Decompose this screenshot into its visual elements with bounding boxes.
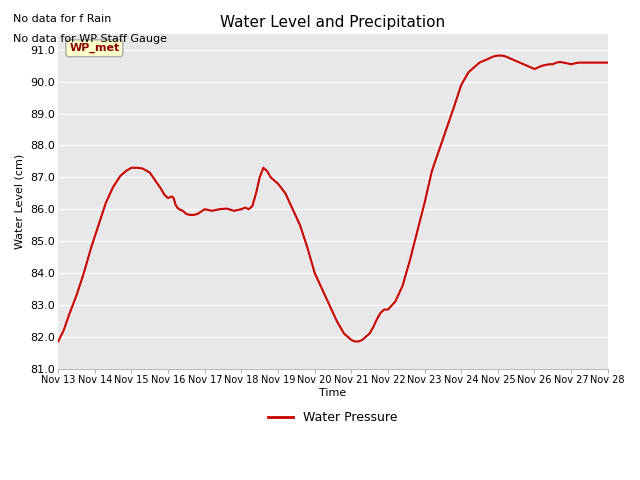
Y-axis label: Water Level (cm): Water Level (cm) [15, 154, 25, 249]
Title: Water Level and Precipitation: Water Level and Precipitation [220, 15, 445, 30]
X-axis label: Time: Time [319, 388, 347, 398]
Text: No data for WP Staff Gauge: No data for WP Staff Gauge [13, 34, 167, 44]
Text: WP_met: WP_met [69, 43, 120, 53]
Text: No data for f Rain: No data for f Rain [13, 14, 111, 24]
Legend: Water Pressure: Water Pressure [263, 406, 403, 429]
